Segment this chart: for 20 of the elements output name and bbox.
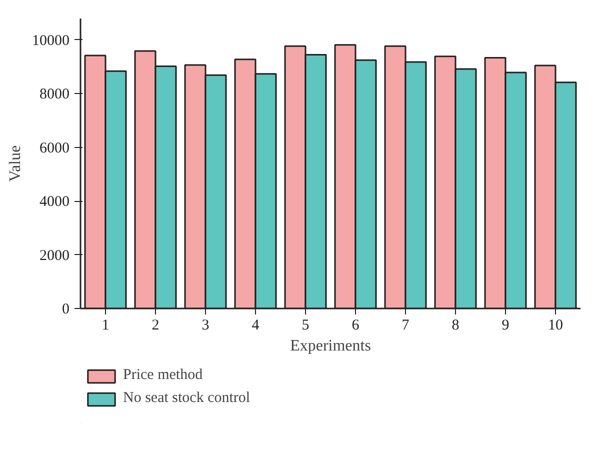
y-tick-label: 10000 bbox=[32, 32, 70, 49]
y-tick-label: 2000 bbox=[40, 248, 70, 264]
y-tick-label: 6000 bbox=[40, 140, 70, 156]
x-tick-label: 10 bbox=[548, 318, 563, 334]
y-axis-title: Value bbox=[7, 145, 24, 182]
x-tick-label: 7 bbox=[402, 318, 410, 334]
x-tick-label: 2 bbox=[152, 318, 160, 334]
x-tick-label: 5 bbox=[302, 318, 310, 334]
x-tick-label: 6 bbox=[352, 318, 360, 334]
y-tick-label: 4000 bbox=[40, 194, 70, 210]
x-tick-label: 1 bbox=[102, 318, 110, 334]
legend-label: No seat stock control bbox=[123, 390, 250, 407]
y-tick-label: 0 bbox=[62, 302, 70, 318]
x-tick-label: 9 bbox=[502, 318, 510, 334]
x-tick-label: 8 bbox=[452, 318, 460, 334]
legend-label: Price method bbox=[123, 367, 203, 384]
x-tick-label: 4 bbox=[252, 318, 260, 334]
x-tick-label: 3 bbox=[202, 318, 210, 334]
y-tick-label: 8000 bbox=[40, 86, 70, 103]
x-axis-title: Experiments bbox=[290, 338, 371, 354]
